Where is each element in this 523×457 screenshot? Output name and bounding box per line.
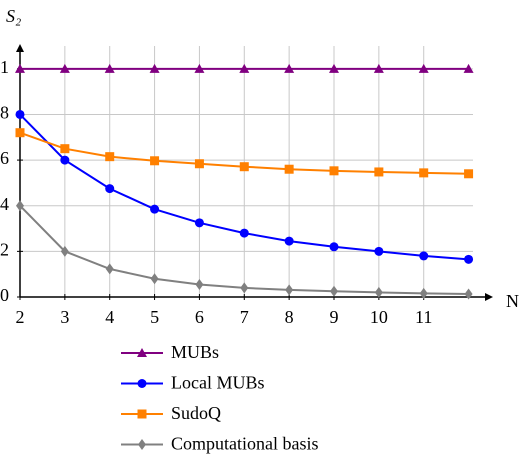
marker <box>105 263 114 275</box>
x-tick-label: 6 <box>195 307 204 327</box>
x-tick-label: 8 <box>285 307 294 327</box>
marker <box>15 63 25 73</box>
marker <box>60 245 69 257</box>
x-tick-label: 7 <box>240 307 249 327</box>
marker <box>329 63 339 73</box>
marker <box>464 254 474 264</box>
marker <box>150 204 160 214</box>
marker <box>464 288 473 300</box>
y-tick-label: 0.4 <box>0 194 9 214</box>
marker <box>239 228 249 238</box>
legend-marker <box>137 379 147 388</box>
marker <box>284 164 294 174</box>
marker <box>284 236 294 246</box>
y-tick-label: 0.8 <box>0 103 9 123</box>
y-tick-label: 0.6 <box>0 148 9 168</box>
marker <box>330 285 338 297</box>
marker <box>194 159 204 169</box>
marker <box>104 63 115 73</box>
legend-marker <box>138 439 146 450</box>
marker <box>60 155 70 165</box>
x-tick-label: 3 <box>60 307 69 327</box>
marker <box>240 282 249 294</box>
marker <box>374 286 383 298</box>
marker <box>329 242 339 252</box>
marker <box>284 63 295 73</box>
marker <box>149 63 160 73</box>
marker <box>374 246 384 256</box>
marker <box>463 63 474 73</box>
legend-marker <box>137 348 147 357</box>
marker <box>194 63 205 73</box>
marker <box>285 284 294 296</box>
marker <box>16 200 24 212</box>
marker <box>419 287 428 299</box>
x-axis-arrow <box>485 293 493 301</box>
x-tick-label: 2 <box>16 307 25 327</box>
y-tick-label: 0 <box>0 285 9 305</box>
x-tick-label: 11 <box>415 307 432 327</box>
x-tick-label: 9 <box>330 307 339 327</box>
x-tick-label: 4 <box>105 307 114 327</box>
legend-label: MUBs <box>171 342 219 362</box>
y-axis-label: S₂ <box>6 6 21 26</box>
legend-label: Computational basis <box>171 434 319 454</box>
marker <box>15 128 25 138</box>
marker <box>195 278 204 290</box>
marker <box>239 162 249 172</box>
marker <box>105 184 115 194</box>
legend-label: SudoQ <box>171 403 221 423</box>
marker <box>150 273 159 285</box>
legend-label: Local MUBs <box>171 373 265 393</box>
marker <box>329 166 339 176</box>
marker <box>464 169 474 179</box>
marker <box>239 63 250 73</box>
marker <box>418 63 429 73</box>
x-tick-label: 5 <box>150 307 159 327</box>
marker <box>194 218 204 228</box>
marker <box>419 251 429 261</box>
marker <box>419 168 429 178</box>
y-tick-label: 0.2 <box>0 239 9 259</box>
marker <box>60 144 70 154</box>
x-axis-label: N <box>506 291 519 311</box>
y-axis-arrow <box>16 44 24 52</box>
marker <box>373 63 384 73</box>
marker <box>15 109 25 119</box>
marker <box>150 156 160 166</box>
x-tick-label: 10 <box>370 307 388 327</box>
y-tick-label: 1 <box>0 57 9 77</box>
marker <box>105 152 115 162</box>
legend-marker <box>137 409 147 419</box>
marker <box>59 63 70 73</box>
marker <box>374 167 384 177</box>
